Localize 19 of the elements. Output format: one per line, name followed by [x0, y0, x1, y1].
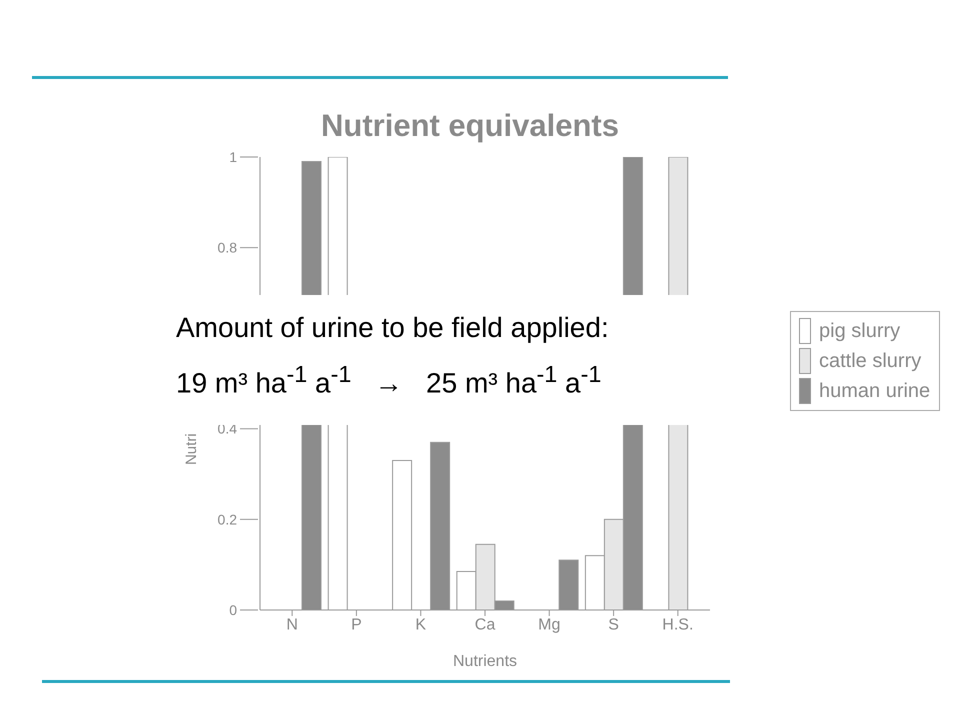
x-axis-title: Nutrients	[452, 653, 518, 670]
x-tick-label: H.S.	[662, 616, 694, 634]
x-tick-label: P	[351, 616, 362, 634]
x-tick-label: Ca	[474, 616, 496, 634]
x-tick-label: Mg	[538, 616, 560, 634]
annotation: Amount of urine to be field applied:	[176, 311, 610, 345]
legend-label: cattle slurry	[818, 348, 922, 374]
y-tick-label: 0.2	[218, 511, 238, 528]
y-axis-title: Nutri	[183, 433, 200, 466]
legend-label: human urine	[818, 378, 931, 404]
y-tick-label: 0	[229, 602, 238, 618]
x-tick-label: N	[286, 616, 298, 634]
y-tick-label: 1	[229, 148, 238, 165]
x-tick-label: S	[608, 616, 619, 634]
x-tick-label: K	[415, 616, 426, 634]
y-tick-label: 0.8	[218, 240, 238, 256]
annotation: 19 m³ ha$^{-1}$ a$^{-1}$ → 25 m³ ha$^{-1}$ a$^{-1}$	[176, 360, 602, 400]
chart-title: Nutrient equivalents	[320, 108, 620, 144]
legend-label: pig slurry	[818, 318, 902, 344]
